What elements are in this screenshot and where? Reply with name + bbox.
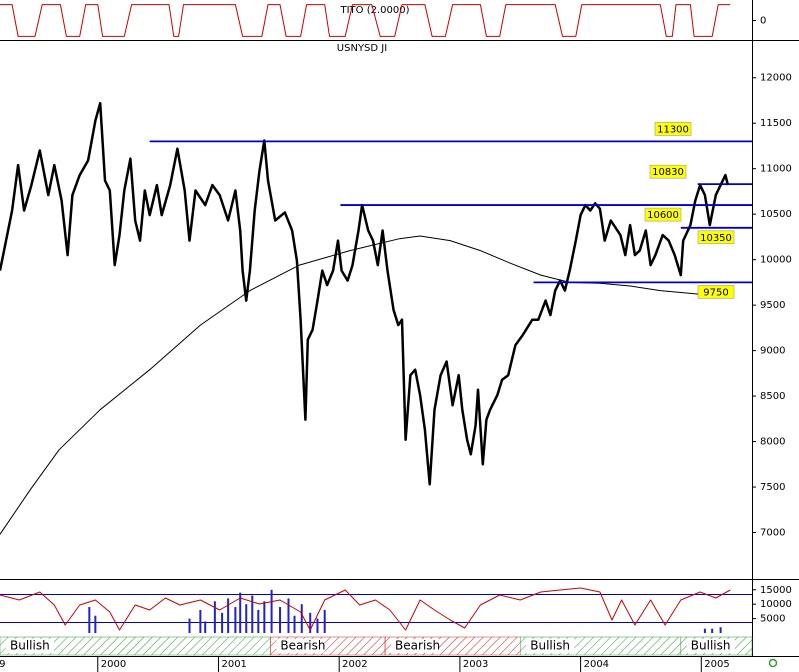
oscillator-line [0,587,731,631]
regime-label-bg [276,639,325,653]
y-tick-label: 12000 [760,73,792,84]
volume-bar [199,609,202,633]
level-label-box [697,230,735,245]
regime-label: Bearish [395,639,440,653]
indicator-line [0,4,731,37]
y-tick-label: 5000 [760,614,785,625]
volume-bar [300,604,303,633]
regime-label-bg [6,639,54,653]
regime-label-bg [686,639,735,653]
x-tick-label: 2000 [101,659,126,670]
level-label-box [649,164,687,179]
level-label: 10600 [647,210,679,221]
y-tick-label: 10500 [760,209,792,220]
level-label-box [697,285,735,299]
volume-bar [263,601,266,633]
volume-bar [188,618,191,633]
x-tick-label: 2003 [463,659,488,670]
x-tick-label: 2001 [221,659,246,670]
volume-bar [251,595,254,633]
volume-bar [316,618,319,633]
y-tick-label: 9000 [760,346,785,357]
volume-bar [227,598,230,633]
level-label-box [654,122,692,136]
volume-bar [293,615,296,633]
regime-label: Bullish [530,639,570,653]
level-label-box [644,207,682,222]
x-tick-label: 1999 [0,659,6,670]
regime-label-bg [526,639,575,653]
volume-bar [257,609,260,633]
volume-bar [234,607,237,633]
volume-bar [323,609,326,633]
y-tick-label: 9500 [760,300,785,311]
y-tick-label: 10000 [760,255,792,266]
volume-bar [270,589,273,633]
level-label: 9750 [703,287,728,298]
status-icon [768,658,778,668]
regime-label: Bullish [691,639,731,653]
price-line [0,101,730,486]
volume-bar [213,601,216,633]
y-tick-label: 7000 [760,528,785,539]
regime-label-bg [391,639,440,653]
y-tick-label: 10000 [760,599,792,610]
regime-label: Bearish [280,639,325,653]
volume-bar [279,607,282,633]
y-tick-label: 15000 [760,585,792,596]
level-label: 10350 [700,233,732,244]
y-tick-label: 11500 [760,118,792,129]
x-tick-label: 2004 [584,659,609,670]
panel-title: TITO (2.0000) [339,5,409,16]
volume-bar [711,628,714,633]
level-label: 11300 [657,124,689,135]
volume-bar [309,612,312,633]
volume-bar [239,592,242,633]
y-tick-label: 0 [760,16,766,27]
x-tick-label: 2005 [704,659,729,670]
regime-label: Bullish [10,639,50,653]
panel-title: USNYSD JI [337,43,387,54]
moving-average-line [0,235,701,535]
level-label: 10830 [652,167,684,178]
volume-bar [94,615,97,633]
volume-bar [245,604,248,633]
volume-bar [719,627,722,633]
volume-bar [703,628,706,633]
volume-bar [287,598,290,633]
y-tick-label: 11000 [760,164,792,175]
y-tick-label: 8000 [760,437,785,448]
y-tick-label: 7500 [760,482,785,493]
volume-bar [221,612,224,633]
y-tick-label: 8500 [760,391,785,402]
x-tick-label: 2002 [342,659,367,670]
volume-bar [88,607,91,633]
volume-bar [204,621,207,633]
